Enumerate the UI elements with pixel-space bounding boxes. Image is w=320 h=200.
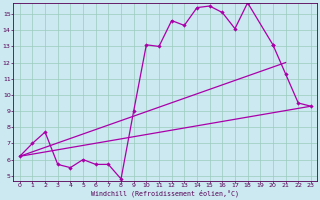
X-axis label: Windchill (Refroidissement éolien,°C): Windchill (Refroidissement éolien,°C) — [91, 190, 239, 197]
